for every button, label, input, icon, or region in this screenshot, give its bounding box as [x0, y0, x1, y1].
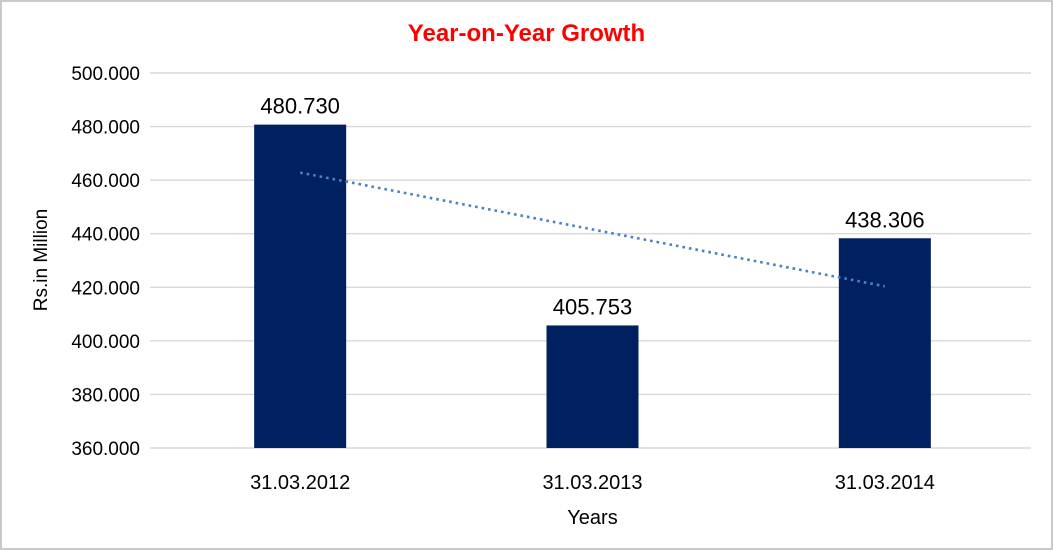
x-tick-label: 31.03.2014 — [835, 472, 935, 494]
x-tick-label: 31.03.2013 — [542, 472, 642, 494]
y-tick-label: 460.000 — [71, 171, 140, 192]
bar-31.03.2013 — [546, 325, 639, 448]
chart-title: Year-on-Year Growth — [407, 20, 646, 47]
y-tick-label: 440.000 — [71, 225, 140, 246]
y-tick-label: 480.000 — [71, 118, 140, 139]
bar-value-label: 438.306 — [845, 207, 925, 232]
y-tick-label: 500.000 — [71, 64, 140, 85]
y-tick-label: 400.000 — [71, 332, 140, 353]
trendline — [299, 171, 886, 288]
x-axis-title: Years — [567, 507, 618, 529]
y-tick-label: 420.000 — [71, 278, 140, 299]
y-tick-label: 380.000 — [71, 385, 140, 406]
bar-31.03.2014 — [838, 238, 931, 448]
bar-31.03.2012 — [254, 124, 347, 448]
y-tick-label: 360.000 — [71, 439, 140, 460]
bar-value-label: 480.730 — [260, 94, 340, 119]
x-tick-label: 31.03.2012 — [250, 472, 350, 494]
bar-value-label: 405.753 — [553, 294, 633, 319]
